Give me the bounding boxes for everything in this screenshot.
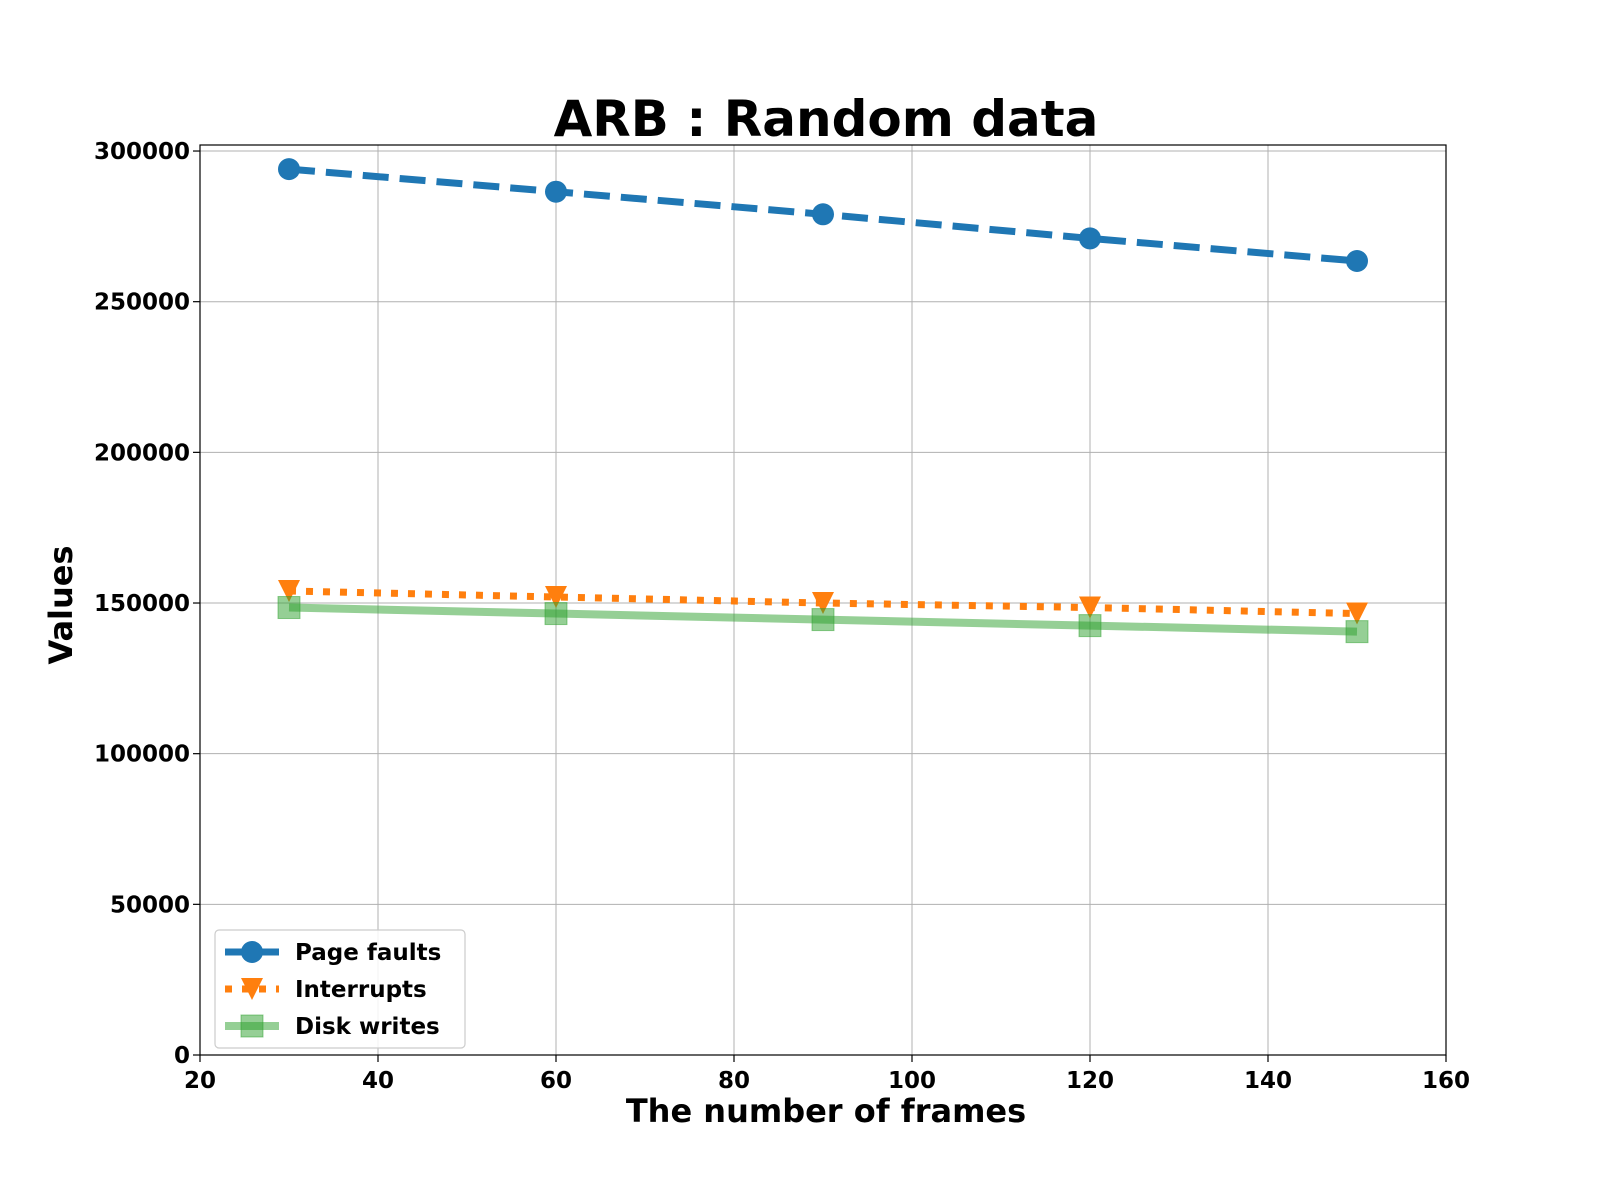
y-tick-label: 250000 — [94, 290, 190, 316]
x-tick-label: 120 — [1066, 1068, 1114, 1094]
series-layer — [277, 158, 1369, 644]
x-tick-label: 60 — [540, 1068, 572, 1094]
x-tick-label: 20 — [184, 1068, 216, 1094]
data-point-disk-writes — [1345, 620, 1369, 644]
series-page-faults — [278, 158, 1368, 273]
chart-title: ARB : Random data — [554, 90, 1099, 148]
legend-label-interrupts: Interrupts — [295, 977, 427, 1003]
data-point-interrupts — [1079, 596, 1101, 619]
data-point-page-faults — [1346, 250, 1368, 273]
series-disk-writes — [277, 596, 1369, 644]
legend-label-disk-writes: Disk writes — [295, 1014, 440, 1040]
y-tick-label: 100000 — [94, 742, 190, 768]
x-tick-label: 80 — [718, 1068, 750, 1094]
data-point-page-faults — [278, 158, 300, 181]
x-axis-ticks: 20 40 60 80 100 120 140 160 — [184, 1055, 1470, 1094]
x-tick-label: 40 — [362, 1068, 394, 1094]
x-tick-label: 100 — [888, 1068, 936, 1094]
series-interrupts — [278, 579, 1368, 625]
series-line-interrupts — [288, 587, 1358, 618]
y-tick-label: 50000 — [110, 892, 190, 918]
plot-frame — [199, 144, 1447, 1056]
y-tick-label: 150000 — [94, 591, 190, 617]
data-point-interrupts — [812, 592, 834, 615]
data-point-page-faults — [545, 180, 567, 203]
legend-box — [214, 929, 466, 1049]
data-point-disk-writes — [544, 602, 568, 626]
legend-label-page-faults: Page faults — [295, 940, 441, 966]
legend-marker-interrupts — [241, 978, 263, 1000]
y-tick-label: 300000 — [94, 139, 190, 165]
legend-marker-disk-writes — [240, 1014, 264, 1038]
x-axis-label: The number of frames — [626, 1092, 1026, 1130]
y-tick-label: 200000 — [94, 440, 190, 466]
y-tick-label: 0 — [174, 1043, 190, 1069]
legend-marker-page-faults — [241, 941, 263, 963]
y-axis-label: Values — [42, 545, 80, 664]
data-point-interrupts — [1346, 602, 1368, 625]
data-point-interrupts — [278, 579, 300, 602]
data-point-disk-writes — [1078, 614, 1102, 638]
data-point-page-faults — [812, 203, 834, 226]
data-point-disk-writes — [277, 596, 301, 620]
data-point-disk-writes — [811, 608, 835, 632]
legend: Page faults Interrupts Disk writes — [214, 929, 466, 1049]
data-point-interrupts — [545, 585, 567, 608]
y-axis-ticks: 0 50000 100000 150000 200000 250000 300000 — [94, 139, 200, 1069]
x-tick-label: 160 — [1422, 1068, 1470, 1094]
x-tick-label: 140 — [1244, 1068, 1292, 1094]
data-point-page-faults — [1079, 227, 1101, 250]
